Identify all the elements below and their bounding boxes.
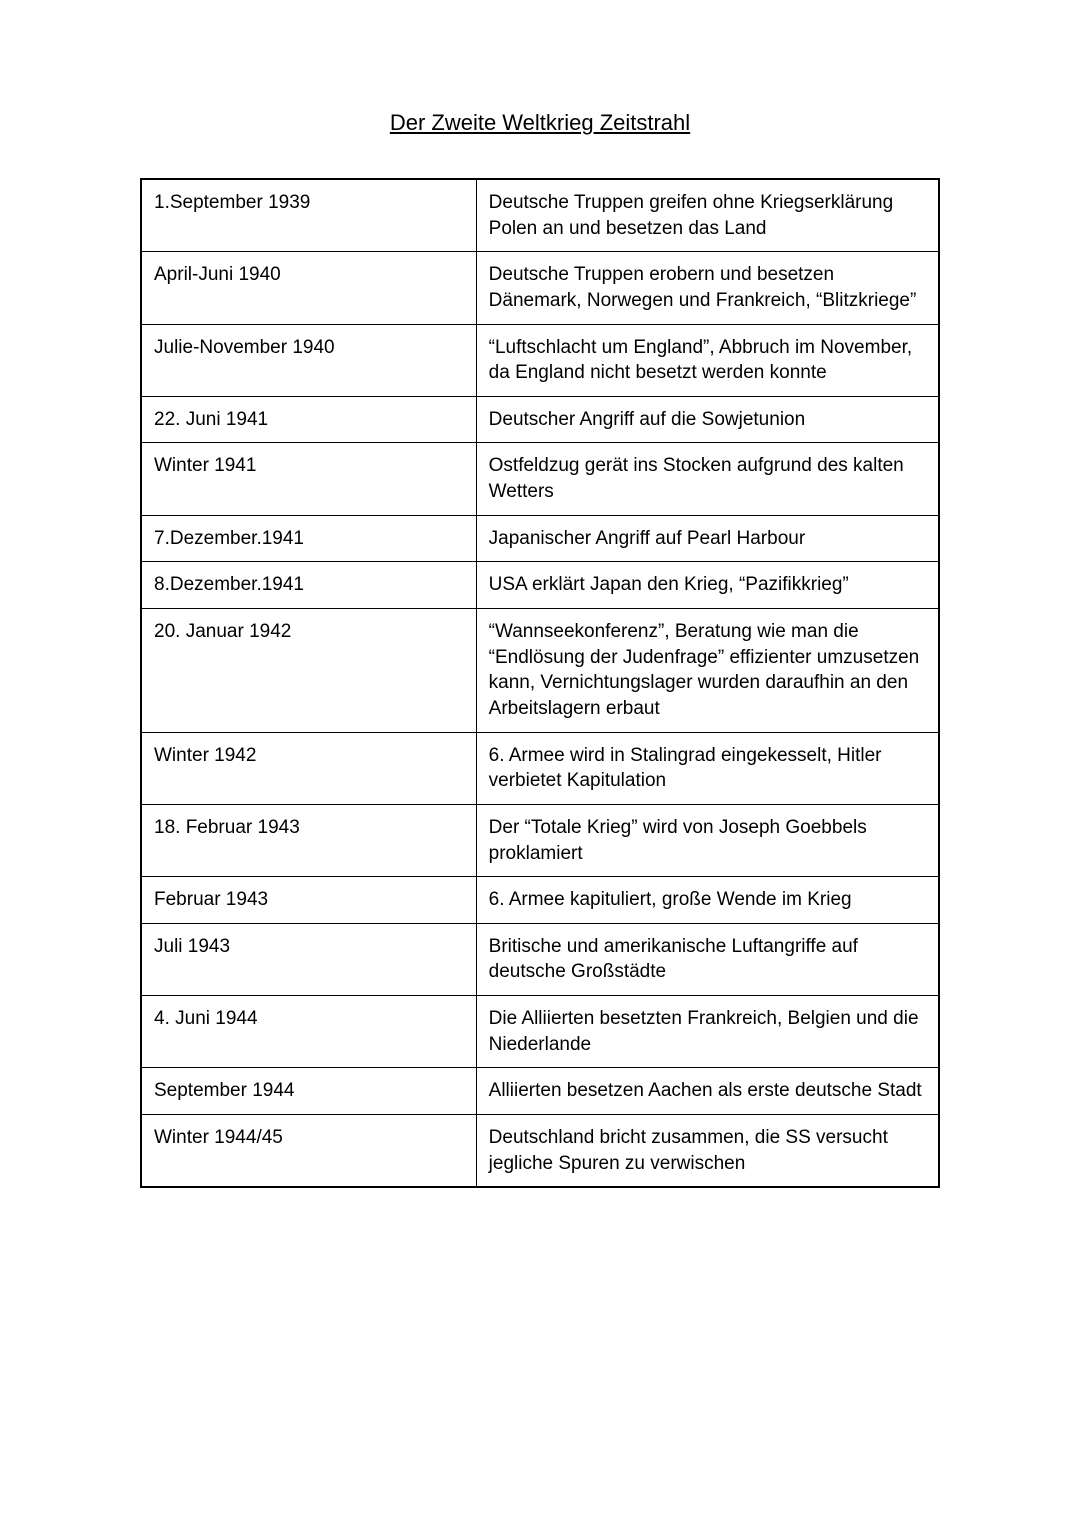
event-cell: USA erklärt Japan den Krieg, “Pazifikkri… xyxy=(476,562,939,609)
date-cell: Februar 1943 xyxy=(141,877,476,924)
date-cell: 18. Februar 1943 xyxy=(141,804,476,876)
table-row: 20. Januar 1942 “Wannseekonferenz”, Bera… xyxy=(141,609,939,733)
table-row: Winter 1941 Ostfeldzug gerät ins Stocken… xyxy=(141,443,939,515)
date-cell: Winter 1941 xyxy=(141,443,476,515)
event-cell: Die Alliierten besetzten Frankreich, Bel… xyxy=(476,996,939,1068)
event-cell: Alliierten besetzen Aachen als erste deu… xyxy=(476,1068,939,1115)
date-cell: 7.Dezember.1941 xyxy=(141,515,476,562)
event-cell: Ostfeldzug gerät ins Stocken aufgrund de… xyxy=(476,443,939,515)
date-cell: 20. Januar 1942 xyxy=(141,609,476,733)
table-row: 18. Februar 1943 Der “Totale Krieg” wird… xyxy=(141,804,939,876)
table-row: 8.Dezember.1941 USA erklärt Japan den Kr… xyxy=(141,562,939,609)
date-cell: 4. Juni 1944 xyxy=(141,996,476,1068)
timeline-table-body: 1.September 1939 Deutsche Truppen greife… xyxy=(141,179,939,1187)
table-row: Juli 1943 Britische und amerikanische Lu… xyxy=(141,923,939,995)
table-row: September 1944 Alliierten besetzen Aache… xyxy=(141,1068,939,1115)
event-cell: 6. Armee wird in Stalingrad eingekesselt… xyxy=(476,732,939,804)
date-cell: 22. Juni 1941 xyxy=(141,396,476,443)
event-cell: “Luftschlacht um England”, Abbruch im No… xyxy=(476,324,939,396)
event-cell: Deutscher Angriff auf die Sowjetunion xyxy=(476,396,939,443)
date-cell: 1.September 1939 xyxy=(141,179,476,252)
table-row: 1.September 1939 Deutsche Truppen greife… xyxy=(141,179,939,252)
date-cell: Winter 1944/45 xyxy=(141,1115,476,1188)
date-cell: Julie-November 1940 xyxy=(141,324,476,396)
event-cell: Der “Totale Krieg” wird von Joseph Goebb… xyxy=(476,804,939,876)
table-row: Julie-November 1940 “Luftschlacht um Eng… xyxy=(141,324,939,396)
date-cell: Winter 1942 xyxy=(141,732,476,804)
date-cell: 8.Dezember.1941 xyxy=(141,562,476,609)
event-cell: Deutsche Truppen erobern und besetzen Dä… xyxy=(476,252,939,324)
event-cell: 6. Armee kapituliert, große Wende im Kri… xyxy=(476,877,939,924)
table-row: Winter 1942 6. Armee wird in Stalingrad … xyxy=(141,732,939,804)
event-cell: Britische und amerikanische Luftangriffe… xyxy=(476,923,939,995)
table-row: 7.Dezember.1941 Japanischer Angriff auf … xyxy=(141,515,939,562)
date-cell: Juli 1943 xyxy=(141,923,476,995)
table-row: Winter 1944/45 Deutschland bricht zusamm… xyxy=(141,1115,939,1188)
page-title: Der Zweite Weltkrieg Zeitstrahl xyxy=(140,110,940,136)
date-cell: September 1944 xyxy=(141,1068,476,1115)
event-cell: Deutsche Truppen greifen ohne Kriegserkl… xyxy=(476,179,939,252)
table-row: Februar 1943 6. Armee kapituliert, große… xyxy=(141,877,939,924)
date-cell: April-Juni 1940 xyxy=(141,252,476,324)
event-cell: Japanischer Angriff auf Pearl Harbour xyxy=(476,515,939,562)
table-row: April-Juni 1940 Deutsche Truppen erobern… xyxy=(141,252,939,324)
table-row: 22. Juni 1941 Deutscher Angriff auf die … xyxy=(141,396,939,443)
event-cell: “Wannseekonferenz”, Beratung wie man die… xyxy=(476,609,939,733)
table-row: 4. Juni 1944 Die Alliierten besetzten Fr… xyxy=(141,996,939,1068)
timeline-table: 1.September 1939 Deutsche Truppen greife… xyxy=(140,178,940,1188)
event-cell: Deutschland bricht zusammen, die SS vers… xyxy=(476,1115,939,1188)
